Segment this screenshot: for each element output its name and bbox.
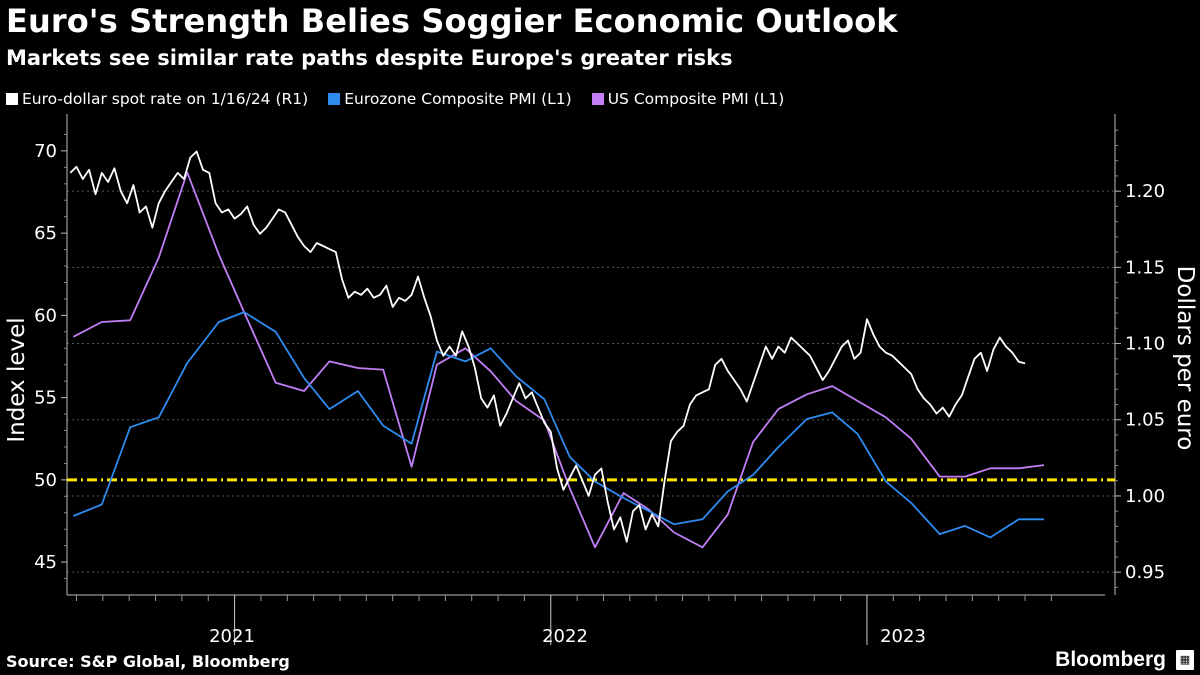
y-left-tick-label-3: 60 [34, 305, 57, 326]
x-year-label-2021: 2021 [209, 626, 255, 647]
eur-usd-line [69, 150, 1026, 543]
chart-subtitle: Markets see similar rate paths despite E… [6, 46, 733, 70]
y-left-tick-label-1: 50 [34, 470, 57, 491]
legend-label-us: US Composite PMI (L1) [607, 90, 785, 108]
legend-item-eur: Euro-dollar spot rate on 1/16/24 (R1) [6, 90, 308, 108]
eurozone-pmi-line [72, 311, 1044, 539]
y-right-tick-label-4: 1.15 [1125, 257, 1165, 278]
y-left-tick-label-0: 45 [34, 552, 57, 573]
legend-swatch-us [591, 93, 604, 105]
y-left-tick-label-5: 70 [34, 141, 57, 162]
legend-item-eurozone: Eurozone Composite PMI (L1) [328, 90, 572, 108]
x-year-label-2022: 2022 [542, 626, 588, 647]
y-left-tick-label-4: 65 [34, 223, 57, 244]
y-right-tick-label-1: 1.00 [1125, 486, 1165, 507]
y-right-tick-label-2: 1.05 [1125, 410, 1165, 431]
y-right-tick-label-0: 0.95 [1125, 562, 1165, 583]
legend-label-eurozone: Eurozone Composite PMI (L1) [344, 90, 572, 108]
axes: 45 50 55 60 65 70 0.95 1.00 1.05 1.10 1.15 1.20 [34, 114, 1165, 645]
chart-title: Euro's Strength Belies Soggier Economic … [6, 2, 898, 40]
legend-label-eur: Euro-dollar spot rate on 1/16/24 (R1) [22, 90, 309, 108]
y-right-tick-label-5: 1.20 [1125, 181, 1165, 202]
grid [67, 190, 1115, 573]
source-note: Source: S&P Global, Bloomberg [6, 652, 290, 671]
y-right-axis-label: Dollars per euro [1172, 266, 1198, 451]
series-layer [67, 150, 1115, 549]
y-right-tick-label-3: 1.10 [1125, 334, 1165, 355]
brand-logo: Bloomberg [1055, 648, 1166, 671]
legend: Euro-dollar spot rate on 1/16/24 (R1) Eu… [6, 90, 784, 108]
y-left-axis-label: Index level [4, 317, 30, 442]
bloomberg-terminal-icon: ▦ [1176, 650, 1194, 670]
legend-swatch-eurozone [328, 93, 341, 105]
x-year-label-2023: 2023 [880, 626, 926, 647]
legend-item-us: US Composite PMI (L1) [591, 90, 785, 108]
legend-swatch-eur [6, 93, 18, 105]
y-left-tick-label-2: 55 [34, 388, 57, 409]
